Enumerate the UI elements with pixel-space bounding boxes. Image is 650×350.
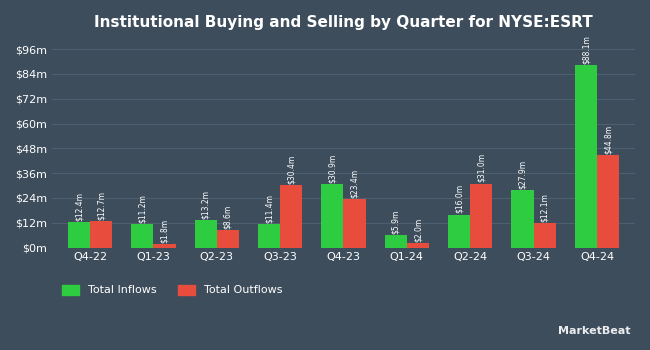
Bar <box>575 65 597 247</box>
Text: $12.1m: $12.1m <box>540 193 549 222</box>
Bar <box>258 224 280 247</box>
Bar <box>194 220 216 247</box>
Text: $88.1m: $88.1m <box>581 36 590 64</box>
Text: $11.4m: $11.4m <box>265 194 274 223</box>
Text: $44.8m: $44.8m <box>604 125 612 154</box>
Text: $1.8m: $1.8m <box>160 219 169 243</box>
Text: $23.4m: $23.4m <box>350 169 359 198</box>
Bar <box>597 155 619 247</box>
Text: $11.2m: $11.2m <box>138 195 147 223</box>
Bar <box>216 230 239 247</box>
Bar <box>68 222 90 247</box>
Text: MarketBeat: MarketBeat <box>558 326 630 336</box>
Bar <box>512 190 534 247</box>
Title: Institutional Buying and Selling by Quarter for NYSE:ESRT: Institutional Buying and Selling by Quar… <box>94 15 593 30</box>
Text: $30.4m: $30.4m <box>287 154 296 184</box>
Bar <box>343 199 366 247</box>
Bar <box>280 185 302 247</box>
Bar <box>534 223 556 247</box>
Text: $13.2m: $13.2m <box>201 190 210 219</box>
Bar <box>153 244 176 247</box>
Text: $30.9m: $30.9m <box>328 153 337 183</box>
Bar <box>385 236 407 247</box>
Bar <box>407 244 429 247</box>
Text: $8.6m: $8.6m <box>224 204 232 229</box>
Bar <box>321 184 343 247</box>
Text: $12.7m: $12.7m <box>97 191 105 220</box>
Text: $27.9m: $27.9m <box>518 160 527 189</box>
Text: $5.9m: $5.9m <box>391 210 400 235</box>
Bar <box>470 183 493 247</box>
Legend: Total Inflows, Total Outflows: Total Inflows, Total Outflows <box>58 280 287 300</box>
Text: $12.4m: $12.4m <box>74 192 83 221</box>
Bar <box>90 221 112 247</box>
Text: $16.0m: $16.0m <box>454 184 463 214</box>
Bar <box>131 224 153 247</box>
Bar <box>448 215 470 247</box>
Text: $31.0m: $31.0m <box>477 153 486 182</box>
Text: $2.0m: $2.0m <box>413 218 423 243</box>
